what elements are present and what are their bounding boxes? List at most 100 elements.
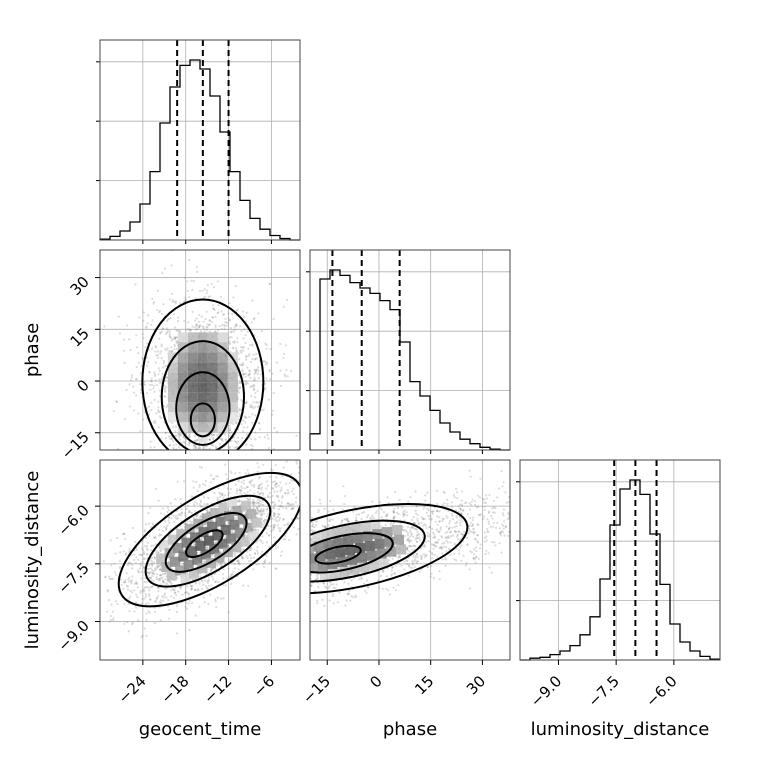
density-cell xyxy=(177,412,188,423)
sample-point xyxy=(254,358,257,361)
sample-point xyxy=(382,569,385,572)
sample-point xyxy=(262,510,265,513)
sample-point xyxy=(234,472,237,475)
sample-point xyxy=(441,542,444,545)
histogram-geocent_time xyxy=(96,39,301,241)
sample-point xyxy=(354,595,357,599)
sample-point xyxy=(193,588,197,591)
sample-point xyxy=(258,484,261,487)
sample-point xyxy=(303,487,305,489)
sample-point xyxy=(280,501,283,504)
sample-point xyxy=(206,502,209,505)
sample-point xyxy=(216,450,218,452)
sample-point xyxy=(150,549,153,552)
sample-point xyxy=(284,344,287,347)
sample-point xyxy=(158,538,160,540)
sample-point xyxy=(169,437,172,440)
sample-point xyxy=(163,456,165,458)
sample-point xyxy=(177,433,180,436)
sample-point xyxy=(139,589,142,593)
sample-point xyxy=(249,443,253,447)
density-cell xyxy=(220,525,231,536)
sample-point xyxy=(205,457,207,459)
sample-point xyxy=(515,525,517,527)
sample-point xyxy=(132,385,135,388)
sample-point xyxy=(220,323,224,327)
sample-point xyxy=(157,551,160,555)
sample-point xyxy=(150,585,153,588)
sample-point xyxy=(161,579,165,582)
sample-point xyxy=(237,389,240,392)
sample-point xyxy=(257,312,260,315)
sample-point xyxy=(445,550,448,553)
sample-point xyxy=(165,596,168,599)
sample-point xyxy=(186,585,189,588)
sample-point xyxy=(183,512,186,515)
sample-point xyxy=(282,506,285,509)
sample-point xyxy=(256,389,259,393)
sample-point xyxy=(160,574,163,577)
sample-point xyxy=(159,549,163,552)
sample-point xyxy=(301,569,303,571)
sample-point xyxy=(251,445,254,448)
sample-point xyxy=(196,479,198,481)
sample-point xyxy=(263,520,266,523)
sample-point xyxy=(194,453,196,455)
sample-point xyxy=(224,537,227,540)
sample-point xyxy=(247,373,250,376)
sample-point xyxy=(262,493,265,496)
sample-point xyxy=(154,599,157,602)
sample-point xyxy=(157,578,160,581)
sample-point xyxy=(182,436,185,439)
sample-point xyxy=(262,588,264,590)
sample-point xyxy=(258,476,262,479)
sample-point xyxy=(257,511,260,514)
sample-point xyxy=(178,492,180,494)
sample-point xyxy=(253,396,257,399)
sample-point xyxy=(175,605,178,608)
sample-point xyxy=(131,575,134,578)
sample-point xyxy=(235,324,238,327)
sample-point xyxy=(304,576,306,578)
sample-point xyxy=(189,328,192,332)
sample-point xyxy=(188,469,190,471)
sample-point xyxy=(210,443,213,447)
sample-point xyxy=(498,532,502,535)
sample-point xyxy=(202,496,206,499)
sample-point xyxy=(190,585,193,588)
sample-point xyxy=(231,573,234,576)
sample-point xyxy=(148,534,151,537)
sample-point xyxy=(150,562,153,565)
sample-point xyxy=(141,589,144,592)
sample-point xyxy=(217,580,220,584)
sample-point xyxy=(154,345,157,348)
sample-point xyxy=(208,470,210,472)
sample-point xyxy=(269,525,272,528)
sample-point xyxy=(472,557,475,560)
sample-point xyxy=(242,372,245,375)
sample-point xyxy=(241,430,245,433)
sample-point xyxy=(285,460,288,463)
sample-point xyxy=(256,507,259,510)
sample-point xyxy=(164,390,167,393)
sample-point xyxy=(238,381,241,384)
sample-point xyxy=(166,318,170,321)
sample-point xyxy=(240,408,243,412)
density-cell xyxy=(190,532,201,543)
sample-point xyxy=(174,498,177,501)
sample-point xyxy=(110,577,113,581)
density-cell xyxy=(207,382,218,393)
density-cell xyxy=(210,508,221,519)
sample-point xyxy=(271,409,275,412)
sample-point xyxy=(273,523,276,527)
sample-point xyxy=(183,451,185,453)
sample-point xyxy=(160,330,163,333)
sample-point xyxy=(157,400,160,403)
sample-point xyxy=(193,467,195,469)
sample-point xyxy=(302,552,304,554)
sample-point xyxy=(236,337,239,340)
sample-point xyxy=(221,480,223,482)
sample-point xyxy=(264,559,267,562)
density-cell xyxy=(227,362,238,373)
sample-point xyxy=(185,432,188,435)
